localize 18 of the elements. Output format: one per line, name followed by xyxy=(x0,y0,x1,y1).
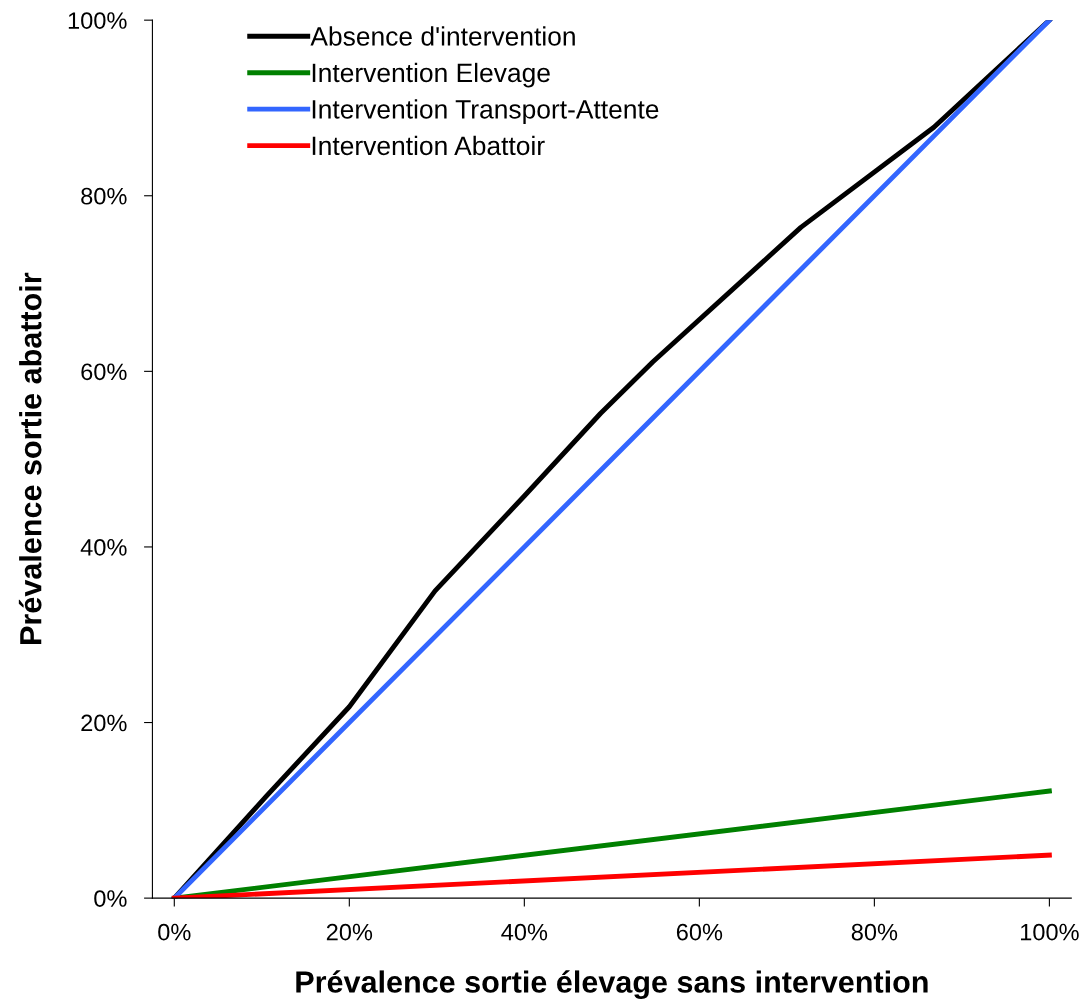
y-tick-label: 0% xyxy=(94,890,127,907)
x-tick-label: 60% xyxy=(676,923,723,941)
x-tick-label: 20% xyxy=(326,923,373,941)
x-axis-title: Prévalence sortie élevage sans intervention xyxy=(296,970,928,1000)
y-tick-label: 60% xyxy=(81,363,127,381)
legend-label: Intervention Transport-Attente xyxy=(312,99,659,124)
y-tick-label: 80% xyxy=(81,187,127,205)
y-axis-title: Prévalence sortie abattoir xyxy=(18,272,42,644)
legend-label: Intervention Elevage xyxy=(312,62,550,88)
legend-label: Absence d'intervention xyxy=(310,26,575,46)
x-tick-label: 40% xyxy=(501,923,548,941)
y-tick-label: 100% xyxy=(68,12,127,29)
x-tick-label: 0% xyxy=(158,923,191,941)
y-tick-label: 20% xyxy=(81,714,127,732)
x-tick-label: 100% xyxy=(1021,923,1079,941)
legend-label: Intervention Abattoir xyxy=(312,135,545,156)
y-tick-label: 40% xyxy=(80,539,127,556)
x-tick-label: 80% xyxy=(851,923,898,941)
